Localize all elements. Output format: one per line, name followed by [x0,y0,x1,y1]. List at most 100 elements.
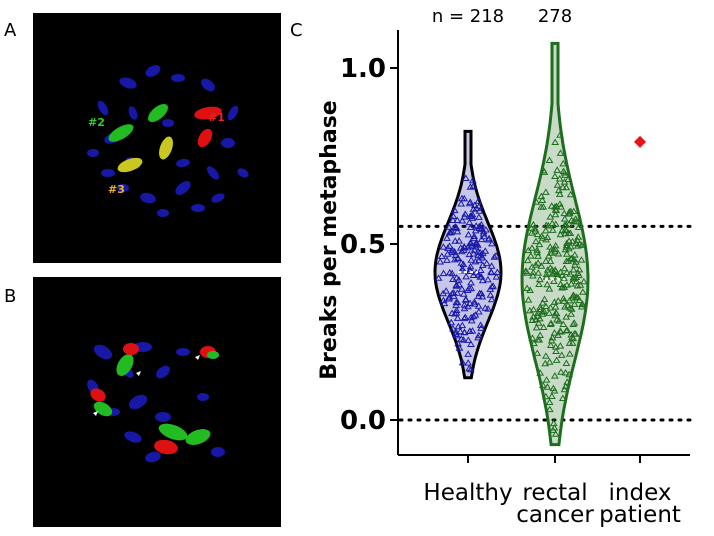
data-point-0 [461,295,470,303]
data-point-0 [460,242,469,250]
index-patient-point [634,135,646,148]
data-point-1 [560,274,568,281]
data-point-0 [469,205,478,212]
data-point-0 [486,285,495,292]
data-point-0 [481,304,490,311]
data-point-1 [551,430,560,437]
data-point-0 [458,216,467,224]
data-point-0 [479,230,488,237]
data-point-0 [470,232,479,239]
data-point-1 [550,298,559,305]
data-point-1 [555,175,564,182]
data-point-0 [467,256,476,263]
data-point-1 [554,250,563,257]
data-point-1 [553,166,562,173]
data-point-0 [474,331,483,339]
data-point-1 [551,303,560,310]
data-point-1 [568,333,576,340]
data-point-0 [464,350,473,357]
data-point-1 [542,376,551,383]
data-point-0 [462,272,470,280]
data-point-1 [558,284,567,291]
data-point-0 [439,289,447,297]
data-point-1 [572,293,581,301]
data-point-1 [551,241,560,249]
data-point-1 [533,309,542,316]
data-point-1 [550,329,559,336]
data-point-1 [563,326,572,334]
data-point-1 [550,269,559,276]
data-point-1 [538,308,547,315]
n-label-0: n = 218 [432,6,504,27]
data-point-0 [470,298,479,305]
data-point-1 [536,303,545,310]
data-point-1 [559,320,568,327]
data-point-1 [568,339,577,346]
data-point-1 [561,303,569,310]
data-point-0 [445,294,453,302]
data-point-1 [523,256,532,264]
data-point-0 [484,305,492,312]
data-point-0 [443,244,452,251]
data-point-0 [464,302,472,310]
data-point-0 [451,330,460,338]
data-point-1 [543,280,552,288]
data-point-1 [579,277,588,285]
data-point-1 [541,226,550,234]
data-point-0 [460,304,469,312]
data-point-1 [558,394,567,401]
data-point-1 [545,156,554,164]
data-point-1 [562,241,571,249]
data-point-1 [545,358,554,365]
data-point-0 [457,199,466,207]
data-point-1 [542,235,550,243]
data-point-0 [459,290,468,297]
data-point-0 [450,206,459,214]
data-point-1 [556,328,565,335]
y-tick-label-0: 0.0 [340,406,386,436]
data-point-0 [465,364,474,372]
panel-c-letter: C [290,20,303,41]
data-point-0 [492,273,501,280]
data-point-0 [445,293,454,300]
data-point-1 [551,172,559,179]
data-point-0 [476,321,485,328]
metaphase-spread-a: #2 #1 #3 [87,65,249,217]
data-point-1 [551,343,560,350]
data-point-0 [468,210,477,218]
data-point-0 [439,243,448,250]
x-category-label-0: Healthy [423,480,512,506]
data-point-1 [532,198,541,205]
data-point-0 [456,327,465,335]
data-point-1 [551,220,560,227]
data-point-1 [535,275,544,283]
data-point-1 [551,245,560,252]
data-point-1 [566,190,575,198]
data-point-1 [560,169,569,176]
data-point-0 [486,291,495,298]
data-point-0 [467,278,475,286]
data-point-0 [482,259,491,267]
data-point-1 [549,384,558,392]
data-point-0 [454,339,463,347]
data-point-0 [466,223,475,231]
data-point-0 [452,328,461,336]
data-point-0 [484,275,492,283]
data-point-1 [531,227,540,234]
data-point-0 [448,269,457,277]
data-point-1 [566,229,575,237]
data-point-0 [453,216,462,223]
data-point-1 [555,190,564,197]
data-point-0 [492,252,500,259]
data-point-1 [569,275,578,282]
data-point-1 [531,261,540,268]
chromosome-label-3: #3 [108,183,125,196]
data-point-1 [550,372,559,379]
data-point-1 [548,226,557,233]
data-point-1 [556,342,565,349]
data-point-1 [551,138,560,146]
data-point-0 [474,292,483,299]
data-point-0 [488,239,496,247]
data-point-0 [478,276,487,284]
data-point-0 [453,298,462,306]
